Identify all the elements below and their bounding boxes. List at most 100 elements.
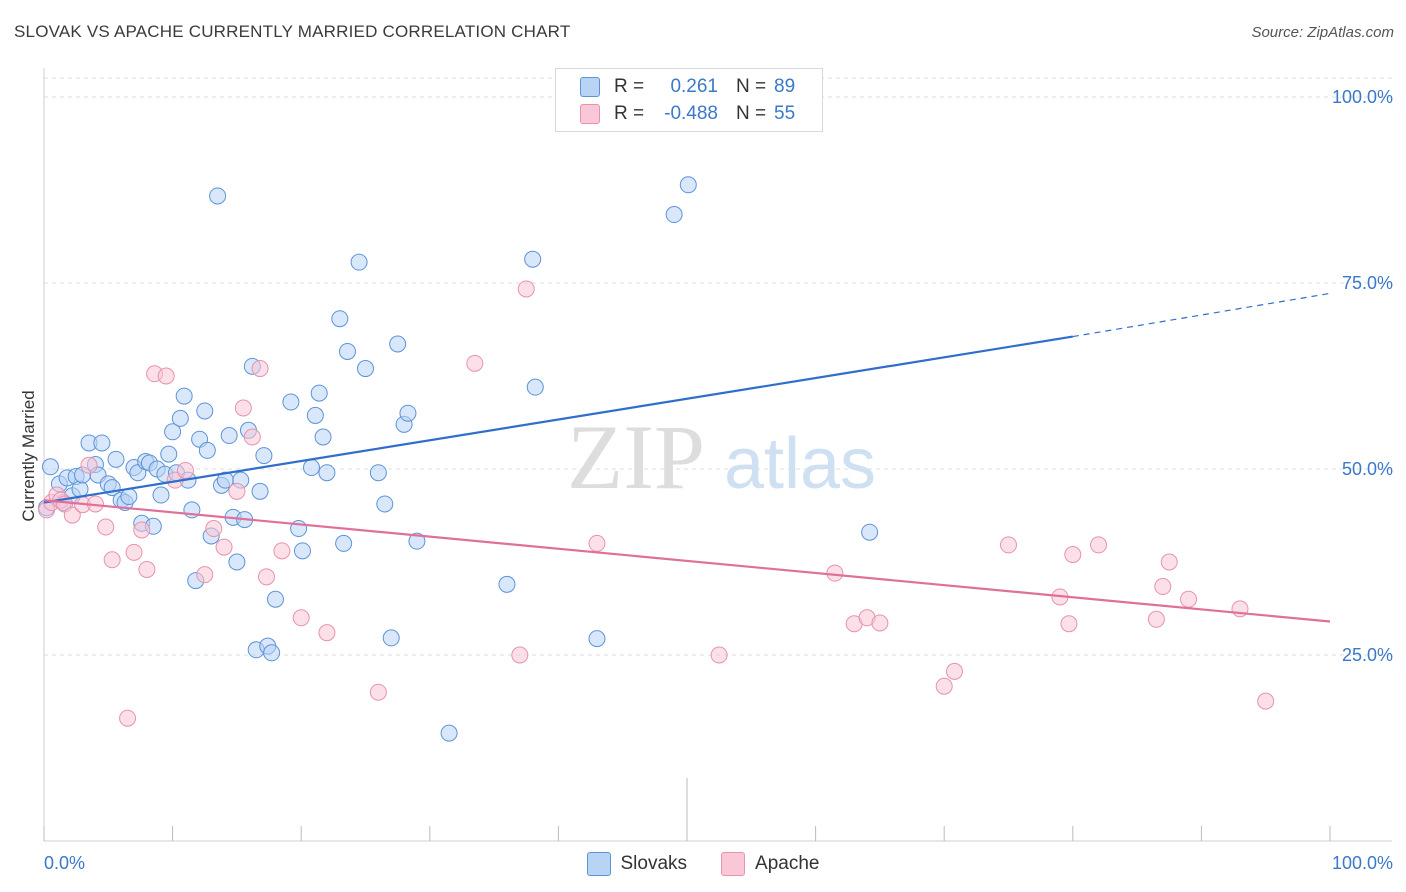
point-slovaks [41, 458, 59, 476]
legend-n-value: 55 [774, 103, 796, 124]
point-slovaks [440, 724, 458, 742]
bottom-legend-apache: Apache [721, 852, 819, 876]
point-slovaks [251, 482, 269, 500]
point-apache [119, 709, 137, 727]
point-slovaks [861, 523, 879, 541]
point-slovaks [310, 384, 328, 402]
point-slovaks [152, 486, 170, 504]
watermark-atlas: atlas [724, 424, 876, 504]
point-apache [157, 367, 175, 385]
bottom-legend-swatch-apache [721, 852, 746, 876]
point-slovaks [220, 427, 238, 445]
point-apache [517, 280, 535, 298]
legend: R = 0.261 N = 89 R = -0.488 N = 55 [555, 68, 823, 132]
trendline-apache [43, 499, 1331, 623]
y-axis-title: Currently Married [19, 390, 38, 521]
point-slovaks [120, 488, 138, 506]
point-apache [588, 534, 606, 552]
point-apache [945, 662, 963, 680]
legend-r-value: -0.488 [664, 103, 718, 124]
legend-swatch-apache [580, 104, 600, 124]
trend-layer [43, 292, 1331, 623]
point-slovaks [318, 464, 336, 482]
point-slovaks [665, 206, 683, 224]
point-apache [205, 520, 223, 538]
point-slovaks [335, 534, 353, 552]
point-slovaks [228, 553, 246, 571]
point-apache [80, 456, 98, 474]
point-slovaks [282, 393, 300, 411]
point-slovaks [266, 590, 284, 608]
point-slovaks [376, 495, 394, 513]
legend-swatch-slovaks [580, 77, 600, 97]
point-apache [318, 624, 336, 642]
legend-n-label: N = [736, 103, 767, 124]
point-apache [138, 560, 156, 578]
point-apache [1147, 610, 1165, 628]
point-apache [871, 614, 889, 632]
point-apache [228, 482, 246, 500]
point-apache [97, 518, 115, 536]
point-slovaks [679, 176, 697, 194]
point-slovaks [196, 402, 214, 420]
point-apache [257, 568, 275, 586]
point-apache [1060, 615, 1078, 633]
trendline-extension-slovaks [1072, 292, 1331, 338]
point-slovaks [524, 250, 542, 268]
point-apache [1064, 546, 1082, 564]
point-slovaks [408, 532, 426, 550]
point-slovaks [198, 441, 216, 459]
point-slovaks [350, 253, 368, 271]
point-apache [292, 609, 310, 627]
legend-n-label: N = [736, 76, 767, 97]
point-apache [1257, 692, 1275, 710]
point-apache [243, 428, 261, 446]
bottom-legend-label-slovaks: Slovaks [620, 853, 688, 874]
bottom-legend-label-apache: Apache [755, 853, 820, 874]
series-layer [38, 88, 1275, 742]
bottom-legend-slovaks: Slovaks [586, 852, 688, 876]
point-apache [1154, 578, 1172, 596]
bottom-legend-swatch-slovaks [586, 852, 611, 876]
watermark-zip: ZIP [567, 406, 705, 508]
point-apache [1000, 536, 1017, 554]
point-apache [1090, 536, 1108, 554]
trendline-slovaks [43, 335, 1073, 504]
point-slovaks [588, 630, 606, 648]
point-slovaks [389, 335, 407, 353]
watermark: ZIP atlas [567, 406, 876, 508]
point-slovaks [526, 378, 544, 396]
point-slovaks [314, 428, 332, 446]
point-apache [215, 538, 233, 556]
point-apache [234, 399, 252, 417]
point-slovaks [498, 575, 516, 593]
y-tick-label: 75.0% [1342, 273, 1393, 293]
point-slovaks [263, 644, 281, 662]
point-apache [63, 506, 81, 524]
legend-r-label: R = [614, 103, 645, 124]
x-tick-label: 0.0% [44, 853, 85, 873]
point-slovaks [369, 464, 387, 482]
y-tick-label: 25.0% [1342, 645, 1393, 665]
y-tick-label: 50.0% [1342, 459, 1393, 479]
point-slovaks [93, 434, 111, 452]
legend-row-slovaks: R = 0.261 N = 89 [580, 74, 795, 100]
legend-n-value: 89 [774, 76, 796, 97]
bottom-legend: Slovaks Apache [0, 852, 1406, 876]
axis-layer: 100.0% 75.0% 50.0% 25.0% 0.0% 100.0% [43, 68, 1393, 873]
point-slovaks [255, 447, 273, 465]
point-slovaks [306, 406, 324, 424]
point-slovaks [399, 404, 417, 422]
y-tick-label: 100.0% [1332, 87, 1393, 107]
point-slovaks [171, 409, 189, 427]
point-slovaks [293, 542, 311, 560]
chart-title: SLOVAK VS APACHE CURRENTLY MARRIED CORRE… [14, 22, 571, 41]
legend-r-label: R = [614, 76, 645, 97]
point-slovaks [331, 310, 349, 328]
point-apache [251, 360, 269, 378]
point-apache [710, 646, 728, 664]
point-apache [273, 542, 291, 560]
point-slovaks [382, 629, 400, 647]
point-slovaks [107, 450, 125, 468]
